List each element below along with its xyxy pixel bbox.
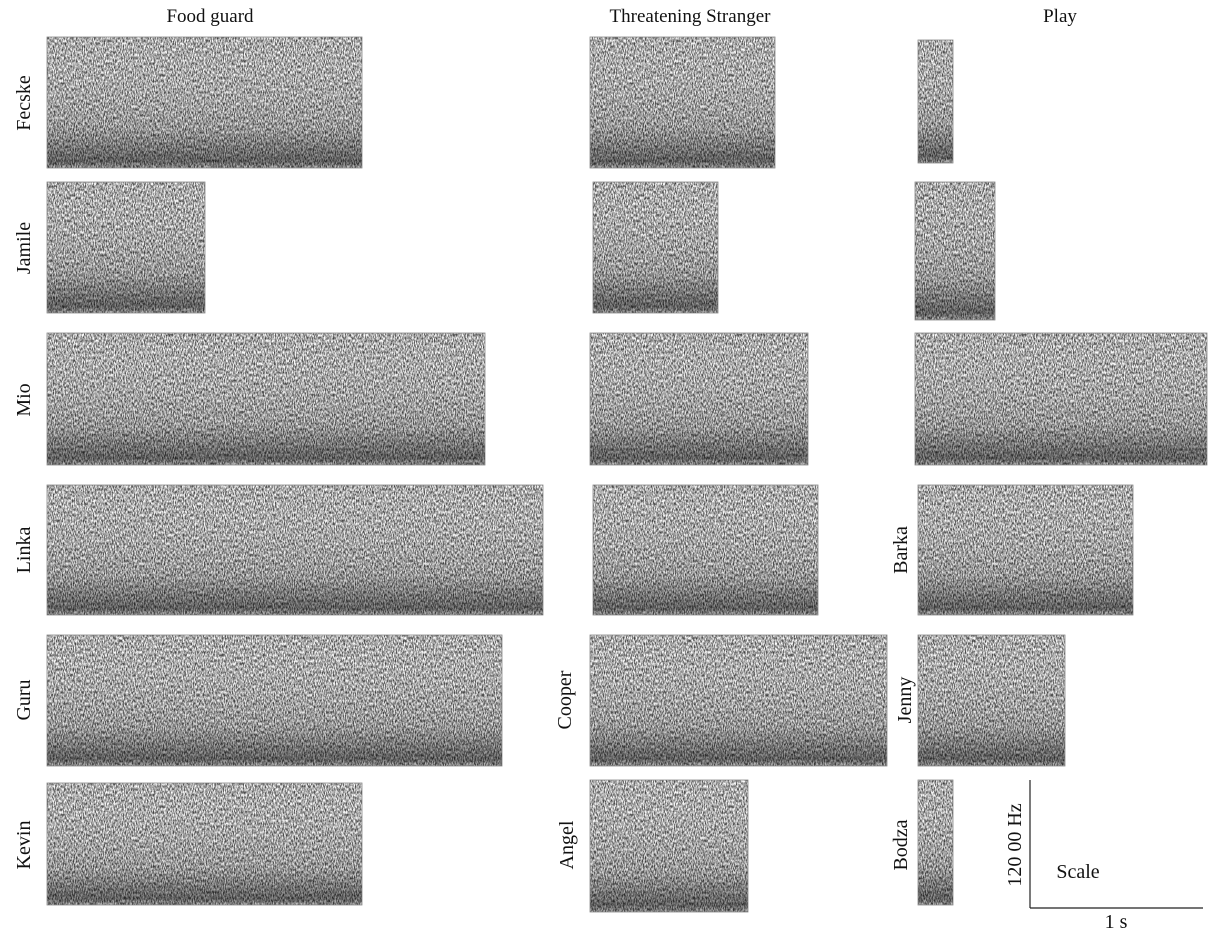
spectrogram <box>918 485 1133 615</box>
spectrogram <box>47 333 485 465</box>
spectrogram <box>918 40 953 163</box>
dog-name: Angel <box>556 820 578 869</box>
spectrogram <box>593 485 818 615</box>
scale-time: 1 s <box>1105 911 1128 931</box>
spectrogram <box>590 333 808 465</box>
spectrogram <box>47 783 362 905</box>
spectrogram <box>918 635 1065 766</box>
spectrogram <box>590 37 775 168</box>
dog-name: Bodza <box>890 819 912 870</box>
spectrogram <box>915 182 995 320</box>
spectrogram <box>47 635 502 766</box>
scale-frequency: 120 00 Hz <box>1004 803 1026 886</box>
scale-label: Scale <box>1056 861 1099 883</box>
spectrogram <box>918 780 953 905</box>
spectrogram <box>593 182 718 313</box>
dog-name: Kevin <box>13 821 35 870</box>
dog-name: Jamile <box>13 222 35 274</box>
dog-name: Guru <box>13 679 35 720</box>
spectrogram <box>47 37 362 168</box>
column-title: Threatening Stranger <box>610 6 772 27</box>
column-title: Play <box>1043 6 1077 27</box>
column-title: Food guard <box>166 6 254 27</box>
spectrogram <box>590 780 748 912</box>
dog-name: Cooper <box>554 670 576 729</box>
dog-name: Fecske <box>13 75 35 131</box>
dog-name: Linka <box>13 527 35 574</box>
spectrogram <box>590 635 887 766</box>
spectrogram <box>915 333 1207 465</box>
spectrograms <box>47 37 1207 912</box>
figure: Food guard Threatening Stranger Play Fec… <box>0 0 1210 931</box>
spectrogram <box>47 182 205 313</box>
dog-name: Barka <box>890 526 912 574</box>
dog-name: Jenny <box>894 677 916 724</box>
dog-name: Mio <box>13 383 35 416</box>
spectrogram <box>47 485 543 615</box>
